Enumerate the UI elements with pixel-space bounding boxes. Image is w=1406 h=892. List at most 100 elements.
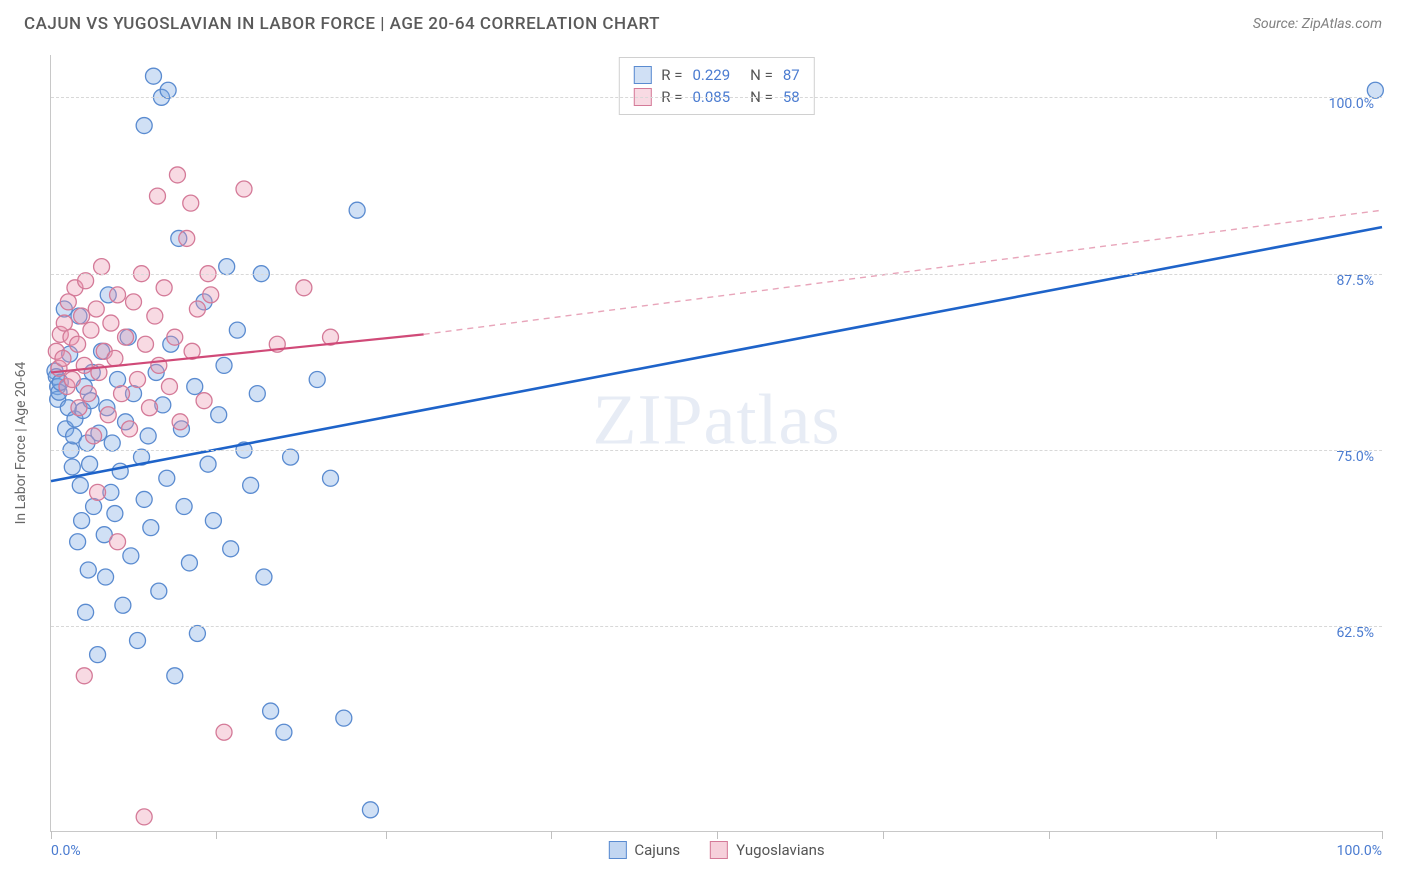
x-tick (51, 831, 52, 839)
x-tick (1049, 831, 1050, 839)
data-point (183, 195, 199, 211)
data-point (176, 498, 192, 514)
data-point (110, 372, 126, 388)
data-point (107, 350, 123, 366)
data-point (179, 230, 195, 246)
correlation-legend-row: R =0.229N =87 (633, 64, 799, 86)
y-tick-label: 75.0% (1336, 435, 1374, 465)
source-attribution: Source: ZipAtlas.com (1253, 16, 1382, 32)
data-point (118, 329, 134, 345)
data-point (64, 459, 80, 475)
data-point (70, 534, 86, 550)
data-point (104, 435, 120, 451)
series-legend-item: Yugoslavians (710, 841, 825, 859)
data-point (71, 400, 87, 416)
data-point (130, 372, 146, 388)
data-point (181, 555, 197, 571)
data-point (140, 428, 156, 444)
data-point (211, 407, 227, 423)
data-point (283, 449, 299, 465)
data-point (74, 308, 90, 324)
data-point (86, 428, 102, 444)
data-point (86, 498, 102, 514)
data-point (362, 802, 378, 818)
data-point (276, 724, 292, 740)
x-tick (717, 831, 718, 839)
data-point (80, 386, 96, 402)
data-point (126, 294, 142, 310)
chart-plot-area: In Labor Force | Age 20-64 ZIPatlas R =0… (50, 55, 1382, 832)
data-point (76, 357, 92, 373)
data-point (114, 386, 130, 402)
data-point (64, 372, 80, 388)
data-point (76, 668, 92, 684)
x-tick (1216, 831, 1217, 839)
data-point (83, 322, 99, 338)
x-tick (551, 831, 552, 839)
data-point (80, 562, 96, 578)
data-point (187, 379, 203, 395)
data-point (167, 329, 183, 345)
data-point (263, 703, 279, 719)
data-point (323, 470, 339, 486)
y-tick-label: 62.5% (1336, 611, 1374, 641)
data-point (172, 414, 188, 430)
legend-r-value: 0.229 (692, 66, 730, 84)
y-tick-label: 87.5% (1336, 259, 1374, 289)
data-point (107, 506, 123, 522)
data-point (110, 287, 126, 303)
data-point (147, 308, 163, 324)
data-point (151, 583, 167, 599)
data-point (203, 287, 219, 303)
trend-line (51, 227, 1382, 481)
legend-n-label: N = (750, 66, 773, 84)
gridline (51, 450, 1382, 451)
data-point (145, 68, 161, 84)
data-point (136, 809, 152, 825)
correlation-legend: R =0.229N =87R =0.085N =58 (618, 57, 814, 115)
data-point (78, 273, 94, 289)
data-point (82, 456, 98, 472)
data-point (88, 301, 104, 317)
data-point (243, 477, 259, 493)
data-point (296, 280, 312, 296)
data-point (100, 407, 116, 423)
series-legend: Cajuns Yugoslavians (608, 841, 824, 859)
legend-n-value: 87 (783, 66, 800, 84)
data-point (72, 477, 88, 493)
y-tick-label: 100.0% (1329, 82, 1374, 112)
data-point (219, 259, 235, 275)
x-tick (1382, 831, 1383, 839)
data-point (169, 167, 185, 183)
scatter-svg (51, 55, 1382, 831)
data-point (90, 484, 106, 500)
data-point (161, 379, 177, 395)
data-point (189, 625, 205, 641)
legend-swatch (710, 841, 728, 859)
data-point (156, 280, 172, 296)
data-point (216, 357, 232, 373)
series-legend-item: Cajuns (608, 841, 680, 859)
data-point (216, 724, 232, 740)
data-point (70, 336, 86, 352)
x-tick (216, 831, 217, 839)
data-point (309, 372, 325, 388)
x-tick (386, 831, 387, 839)
gridline (51, 274, 1382, 275)
data-point (200, 456, 216, 472)
chart-title: CAJUN VS YUGOSLAVIAN IN LABOR FORCE | AG… (24, 14, 660, 34)
data-point (55, 350, 71, 366)
data-point (90, 647, 106, 663)
data-point (149, 188, 165, 204)
data-point (98, 569, 114, 585)
data-point (167, 668, 183, 684)
data-point (130, 633, 146, 649)
legend-swatch (608, 841, 626, 859)
x-tick (883, 831, 884, 839)
series-legend-label: Cajuns (634, 841, 680, 859)
data-point (349, 202, 365, 218)
data-point (136, 491, 152, 507)
data-point (189, 301, 205, 317)
data-point (205, 513, 221, 529)
data-point (229, 322, 245, 338)
